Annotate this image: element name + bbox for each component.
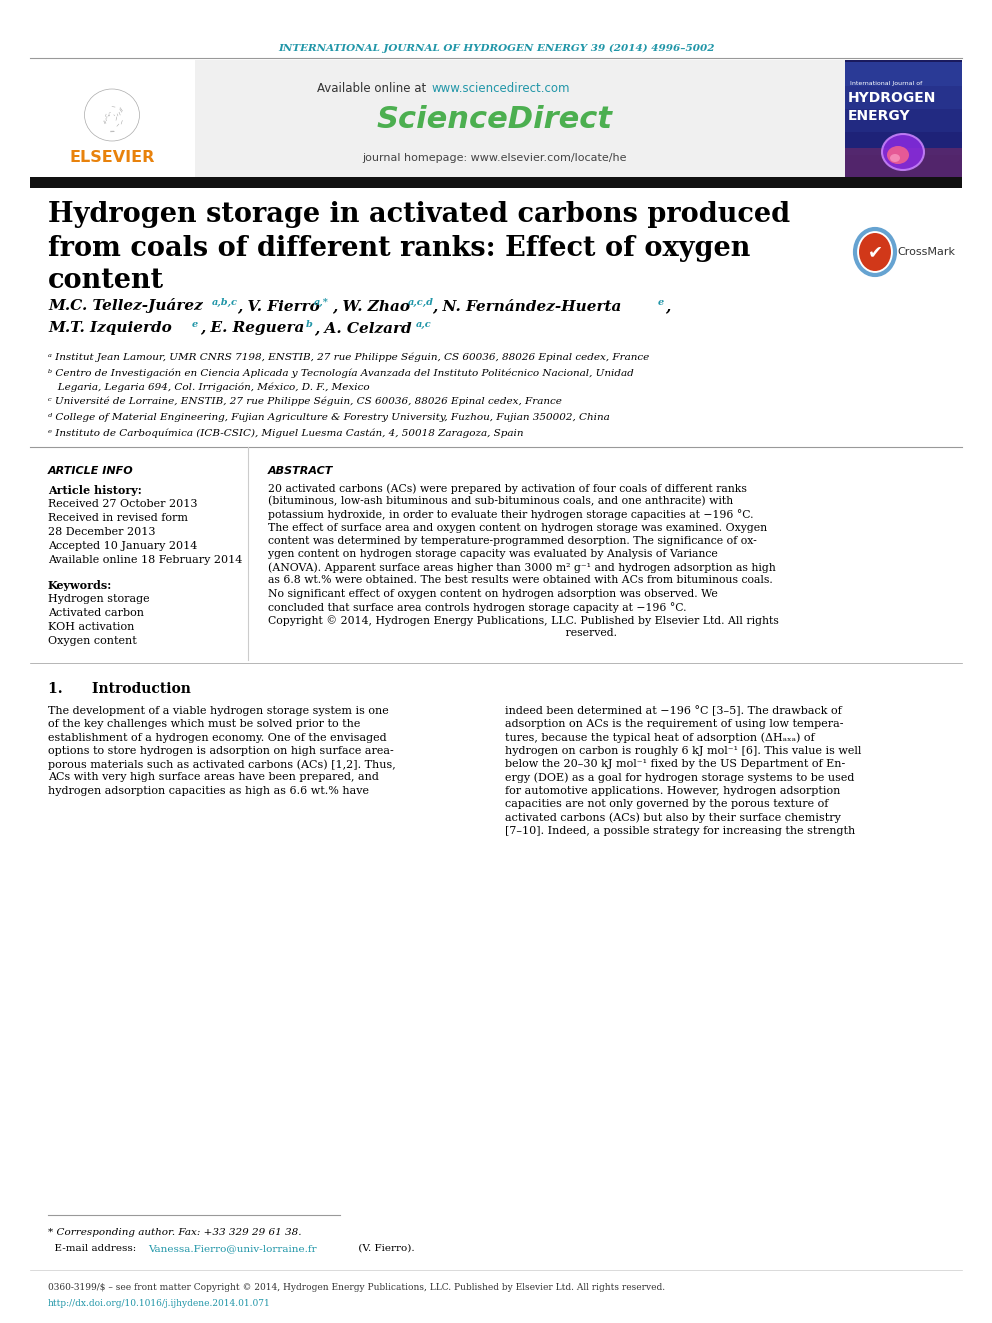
Text: Received in revised form: Received in revised form <box>48 513 188 523</box>
Text: adsorption on ACs is the requirement of using low tempera-: adsorption on ACs is the requirement of … <box>505 720 843 729</box>
Text: hydrogen on carbon is roughly 6 kJ mol⁻¹ [6]. This value is well: hydrogen on carbon is roughly 6 kJ mol⁻¹… <box>505 746 861 755</box>
Text: e: e <box>192 320 198 329</box>
Text: No significant effect of oxygen content on hydrogen adsorption was observed. We: No significant effect of oxygen content … <box>268 589 718 598</box>
Text: content: content <box>48 267 164 295</box>
Text: , W. Zhao: , W. Zhao <box>332 299 410 314</box>
Text: ABSTRACT: ABSTRACT <box>268 466 333 476</box>
Ellipse shape <box>882 134 924 169</box>
Text: KOH activation: KOH activation <box>48 622 134 632</box>
Text: a,b,c: a,b,c <box>212 298 238 307</box>
Text: below the 20–30 kJ mol⁻¹ fixed by the US Department of En-: below the 20–30 kJ mol⁻¹ fixed by the US… <box>505 759 845 769</box>
Text: , N. Fernández-Huerta: , N. Fernández-Huerta <box>432 298 621 314</box>
Text: ᶜ Université de Lorraine, ENSTIB, 27 rue Philippe Séguin, CS 60036, 88026 Epinal: ᶜ Université de Lorraine, ENSTIB, 27 rue… <box>48 397 561 406</box>
FancyBboxPatch shape <box>845 131 962 155</box>
Text: indeed been determined at −196 °C [3–5]. The drawback of: indeed been determined at −196 °C [3–5].… <box>505 706 842 717</box>
Text: for automotive applications. However, hydrogen adsorption: for automotive applications. However, hy… <box>505 786 840 796</box>
FancyBboxPatch shape <box>845 60 962 179</box>
Text: Activated carbon: Activated carbon <box>48 609 144 618</box>
Text: Oxygen content: Oxygen content <box>48 636 137 646</box>
Text: Vanessa.Fierro@univ-lorraine.fr: Vanessa.Fierro@univ-lorraine.fr <box>148 1244 316 1253</box>
Text: 1.      Introduction: 1. Introduction <box>48 681 190 696</box>
Text: (ANOVA). Apparent surface areas higher than 3000 m² g⁻¹ and hydrogen adsorption : (ANOVA). Apparent surface areas higher t… <box>268 562 776 573</box>
Text: CrossMark: CrossMark <box>897 247 955 257</box>
Text: International Journal of: International Journal of <box>850 81 923 86</box>
Text: of the key challenges which must be solved prior to the: of the key challenges which must be solv… <box>48 720 360 729</box>
Text: Article history:: Article history: <box>48 486 142 496</box>
Text: ELSEVIER: ELSEVIER <box>69 151 155 165</box>
Text: M.C. Tellez-Juárez: M.C. Tellez-Juárez <box>48 298 202 314</box>
Text: from coals of different ranks: Effect of oxygen: from coals of different ranks: Effect of… <box>48 234 750 262</box>
Text: journal homepage: www.elsevier.com/locate/he: journal homepage: www.elsevier.com/locat… <box>363 153 627 163</box>
Text: options to store hydrogen is adsorption on high surface area-: options to store hydrogen is adsorption … <box>48 746 394 755</box>
Text: Accepted 10 January 2014: Accepted 10 January 2014 <box>48 541 197 550</box>
Text: 20 activated carbons (ACs) were prepared by activation of four coals of differen: 20 activated carbons (ACs) were prepared… <box>268 483 747 493</box>
Text: ScienceDirect: ScienceDirect <box>377 106 613 135</box>
Text: as 6.8 wt.% were obtained. The best results were obtained with ACs from bitumino: as 6.8 wt.% were obtained. The best resu… <box>268 576 773 585</box>
FancyBboxPatch shape <box>195 60 845 179</box>
Text: Copyright © 2014, Hydrogen Energy Publications, LLC. Published by Elsevier Ltd. : Copyright © 2014, Hydrogen Energy Public… <box>268 615 779 626</box>
Text: Available online at: Available online at <box>317 82 430 94</box>
FancyBboxPatch shape <box>30 60 193 179</box>
Text: ᵇ Centro de Investigación en Ciencia Aplicada y Tecnología Avanzada del Institut: ᵇ Centro de Investigación en Ciencia Apl… <box>48 368 634 377</box>
Text: b: b <box>306 320 312 329</box>
Text: M.T. Izquierdo: M.T. Izquierdo <box>48 321 172 335</box>
Text: Hydrogen storage in activated carbons produced: Hydrogen storage in activated carbons pr… <box>48 201 790 229</box>
Text: Legaria, Legaria 694, Col. Irrigación, México, D. F., Mexico: Legaria, Legaria 694, Col. Irrigación, M… <box>48 382 370 392</box>
Text: ✔: ✔ <box>867 243 883 261</box>
Text: ᵈ College of Material Engineering, Fujian Agriculture & Forestry University, Fuz: ᵈ College of Material Engineering, Fujia… <box>48 413 610 422</box>
Text: , V. Fierro: , V. Fierro <box>237 299 319 314</box>
Text: The effect of surface area and oxygen content on hydrogen storage was examined. : The effect of surface area and oxygen co… <box>268 523 767 533</box>
Ellipse shape <box>890 153 900 161</box>
Text: porous materials such as activated carbons (ACs) [1,2]. Thus,: porous materials such as activated carbo… <box>48 759 396 770</box>
Ellipse shape <box>859 233 891 271</box>
Text: ENERGY: ENERGY <box>848 108 911 123</box>
Text: [7–10]. Indeed, a possible strategy for increasing the strength: [7–10]. Indeed, a possible strategy for … <box>505 826 855 836</box>
Text: establishment of a hydrogen economy. One of the envisaged: establishment of a hydrogen economy. One… <box>48 733 387 742</box>
Ellipse shape <box>887 146 909 164</box>
Text: ygen content on hydrogen storage capacity was evaluated by Analysis of Variance: ygen content on hydrogen storage capacit… <box>268 549 718 560</box>
Text: a,c,d: a,c,d <box>408 298 434 307</box>
Text: ,: , <box>665 299 671 314</box>
Text: 0360-3199/$ – see front matter Copyright © 2014, Hydrogen Energy Publications, L: 0360-3199/$ – see front matter Copyright… <box>48 1283 665 1293</box>
Text: ARTICLE INFO: ARTICLE INFO <box>48 466 134 476</box>
Text: (bituminous, low-ash bituminous and sub-bituminous coals, and one anthracite) wi: (bituminous, low-ash bituminous and sub-… <box>268 496 733 507</box>
Text: e: e <box>658 298 665 307</box>
FancyBboxPatch shape <box>30 177 962 188</box>
Text: potassium hydroxide, in order to evaluate their hydrogen storage capacities at −: potassium hydroxide, in order to evaluat… <box>268 509 754 520</box>
FancyBboxPatch shape <box>845 148 962 179</box>
Text: ACs with very high surface areas have been prepared, and: ACs with very high surface areas have be… <box>48 773 379 782</box>
Text: E-mail address:: E-mail address: <box>48 1244 140 1253</box>
Text: www.sciencedirect.com: www.sciencedirect.com <box>432 82 570 94</box>
FancyBboxPatch shape <box>845 85 962 108</box>
Text: a,*: a,* <box>314 298 329 307</box>
Text: , A. Celzard: , A. Celzard <box>314 321 412 335</box>
Text: ᵉ Instituto de Carboquímica (ICB-CSIC), Miguel Luesma Castán, 4, 50018 Zaragoza,: ᵉ Instituto de Carboquímica (ICB-CSIC), … <box>48 429 524 438</box>
Text: a,c: a,c <box>416 320 432 329</box>
Text: reserved.: reserved. <box>268 628 617 638</box>
Text: tures, because the typical heat of adsorption (ΔHₐₓₐ) of: tures, because the typical heat of adsor… <box>505 733 814 744</box>
Text: Keywords:: Keywords: <box>48 579 112 591</box>
Text: concluded that surface area controls hydrogen storage capacity at −196 °C.: concluded that surface area controls hyd… <box>268 602 686 613</box>
Text: 28 December 2013: 28 December 2013 <box>48 527 156 537</box>
Text: INTERNATIONAL JOURNAL OF HYDROGEN ENERGY 39 (2014) 4996–5002: INTERNATIONAL JOURNAL OF HYDROGEN ENERGY… <box>278 44 714 53</box>
FancyBboxPatch shape <box>845 62 962 86</box>
Text: http://dx.doi.org/10.1016/j.ijhydene.2014.01.071: http://dx.doi.org/10.1016/j.ijhydene.201… <box>48 1299 271 1308</box>
Text: activated carbons (ACs) but also by their surface chemistry: activated carbons (ACs) but also by thei… <box>505 812 841 823</box>
FancyBboxPatch shape <box>845 108 962 132</box>
Text: HYDROGEN: HYDROGEN <box>848 91 936 105</box>
FancyBboxPatch shape <box>845 153 962 179</box>
Text: content was determined by temperature-programmed desorption. The significance of: content was determined by temperature-pr… <box>268 536 757 546</box>
Text: ergy (DOE) as a goal for hydrogen storage systems to be used: ergy (DOE) as a goal for hydrogen storag… <box>505 773 854 783</box>
Text: * Corresponding author. Fax: +33 329 29 61 38.: * Corresponding author. Fax: +33 329 29 … <box>48 1228 302 1237</box>
Text: , E. Reguera: , E. Reguera <box>200 321 305 335</box>
Text: Hydrogen storage: Hydrogen storage <box>48 594 150 605</box>
Text: Received 27 October 2013: Received 27 October 2013 <box>48 499 197 509</box>
Text: ᵃ Institut Jean Lamour, UMR CNRS 7198, ENSTIB, 27 rue Philippe Séguin, CS 60036,: ᵃ Institut Jean Lamour, UMR CNRS 7198, E… <box>48 352 649 361</box>
Text: Available online 18 February 2014: Available online 18 February 2014 <box>48 556 242 565</box>
Text: The development of a viable hydrogen storage system is one: The development of a viable hydrogen sto… <box>48 706 389 716</box>
Text: hydrogen adsorption capacities as high as 6.6 wt.% have: hydrogen adsorption capacities as high a… <box>48 786 369 796</box>
Text: (V. Fierro).: (V. Fierro). <box>355 1244 415 1253</box>
Text: capacities are not only governed by the porous texture of: capacities are not only governed by the … <box>505 799 828 810</box>
